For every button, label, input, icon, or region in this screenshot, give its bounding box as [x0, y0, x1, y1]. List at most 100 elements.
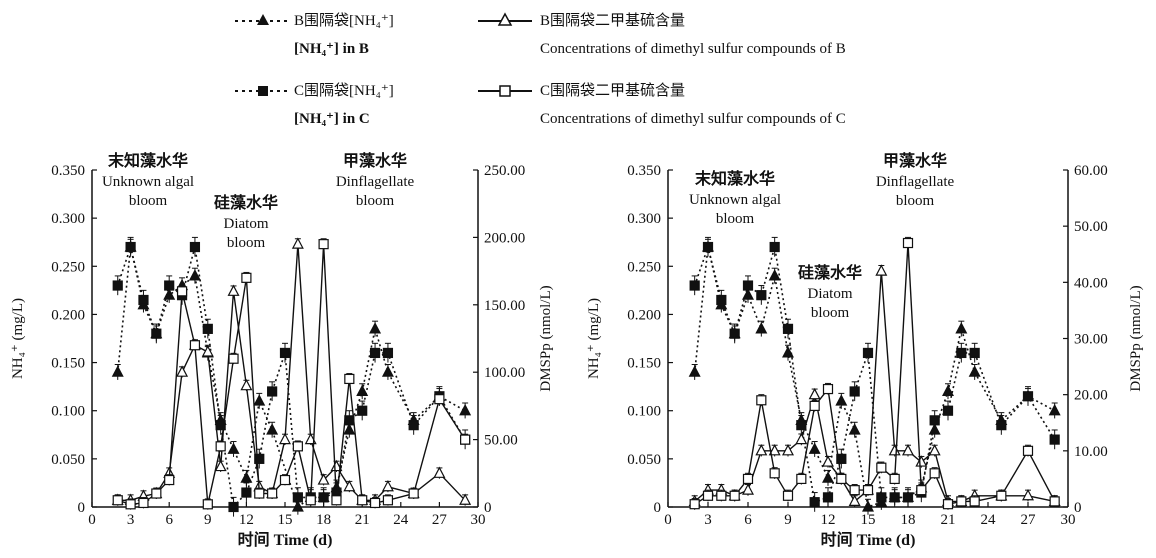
annotation-cn: 末知藻水华 [108, 151, 188, 170]
data-point [822, 471, 834, 483]
y-tick-label-left: 0.350 [627, 163, 661, 179]
data-point [742, 280, 754, 291]
y-tick-label-right: 0 [1074, 500, 1082, 516]
data-point [929, 468, 940, 479]
data-point [729, 328, 740, 339]
x-tick-label: 15 [861, 512, 876, 528]
data-point [164, 280, 175, 291]
annotation-en: Unknown algal [689, 192, 781, 208]
legend-b-dms-en: Concentrations of dimethyl sulfur compou… [540, 41, 846, 57]
y-tick-label-left: 0.350 [51, 163, 85, 179]
data-point [835, 394, 848, 406]
x-tick-label: 27 [1021, 512, 1037, 528]
x-tick-label: 24 [393, 512, 409, 528]
annotation-en: Diatom [808, 286, 853, 302]
data-point [849, 485, 860, 496]
data-point [369, 347, 381, 359]
data-point [138, 497, 149, 509]
x-tick-label: 9 [784, 512, 792, 528]
data-point [782, 323, 794, 334]
data-point [318, 492, 329, 503]
annotation-cn: 硅藻水华 [214, 193, 278, 212]
data-point [112, 495, 123, 506]
y-tick-label-left: 0.200 [627, 307, 661, 323]
y-tick-label-left: 0.050 [627, 452, 661, 468]
data-point [291, 237, 304, 249]
x-tick-label: 9 [204, 512, 212, 528]
y-tick-label-left: 0.250 [627, 259, 661, 275]
data-point [955, 322, 968, 334]
data-point [176, 365, 189, 377]
annotation-en: bloom [716, 211, 755, 227]
series-filled-square [112, 236, 471, 517]
data-point [317, 473, 330, 485]
data-point [240, 378, 253, 391]
data-point [849, 386, 860, 397]
data-point [408, 488, 419, 499]
data-point [356, 384, 369, 397]
y-tick-label-right: 50.00 [484, 433, 518, 449]
y-axis-label-left: NH₄⁺ (mg/L) [586, 298, 602, 379]
data-point [848, 494, 861, 506]
y-tick-label-right: 250.00 [484, 163, 525, 179]
data-point [188, 269, 201, 281]
annotation-cn: 末知藻水华 [695, 169, 775, 188]
x-tick-label: 27 [432, 512, 448, 528]
data-point [228, 353, 239, 364]
data-point [688, 365, 701, 377]
data-point [822, 492, 834, 503]
data-point [382, 495, 394, 506]
y-axis-label-left: NH₄⁺ (mg/L) [10, 298, 26, 379]
y-axis-label-right: DMSPp (nmol/L) [538, 285, 554, 391]
x-tick-label: 0 [664, 512, 672, 528]
x-tick-label: 15 [278, 512, 293, 528]
data-point [227, 442, 240, 454]
y-tick-label-left: 0.150 [627, 356, 661, 372]
data-point [1022, 445, 1034, 456]
data-point [795, 432, 808, 445]
data-point [875, 264, 888, 276]
data-point [822, 383, 834, 395]
data-point [112, 280, 123, 291]
annotation-en: bloom [811, 305, 850, 321]
data-point [956, 496, 967, 507]
legend-c-nh4-cn: C围隔袋[NH₄⁺] [294, 83, 394, 99]
y-tick-label-right: 10.00 [1074, 444, 1108, 460]
data-point [240, 471, 253, 483]
x-tick-label: 0 [88, 512, 96, 528]
data-point [888, 444, 901, 456]
x-tick-label: 3 [704, 512, 712, 528]
legend: B围隔袋[NH₄⁺] [NH₄⁺] in B C围隔袋[NH₄⁺] [NH₄⁺]… [0, 0, 1156, 140]
data-point [176, 286, 188, 297]
x-axis-label: 时间 Time (d) [821, 530, 916, 549]
data-point [942, 405, 954, 416]
y-tick-label-right: 200.00 [484, 230, 525, 246]
data-point [241, 272, 252, 283]
data-point [357, 405, 368, 416]
data-point [279, 432, 291, 445]
data-point [862, 347, 874, 359]
data-point [189, 340, 201, 351]
data-point [1048, 403, 1061, 416]
data-point [716, 294, 727, 306]
data-point [164, 474, 175, 486]
data-point [902, 444, 914, 456]
data-point [996, 490, 1007, 501]
data-point [689, 499, 700, 510]
y-tick-label-left: 0.250 [51, 259, 85, 275]
data-point [862, 500, 874, 512]
x-tick-label: 12 [821, 512, 836, 528]
data-point [254, 488, 265, 499]
x-tick-label: 18 [901, 512, 916, 528]
data-point [716, 490, 727, 501]
y-tick-label-left: 0.200 [51, 307, 85, 323]
data-point [1022, 488, 1034, 501]
data-point [408, 420, 419, 431]
data-point [796, 473, 807, 485]
chart-panel-c: 0 3 6 9 12 15 18 21 24 27 3000.0500.1000.1500.2000… [586, 151, 1144, 549]
data-point [862, 485, 874, 496]
legend-symbol-c-nh4 [235, 86, 291, 96]
data-point [808, 442, 821, 454]
data-point [266, 423, 279, 435]
